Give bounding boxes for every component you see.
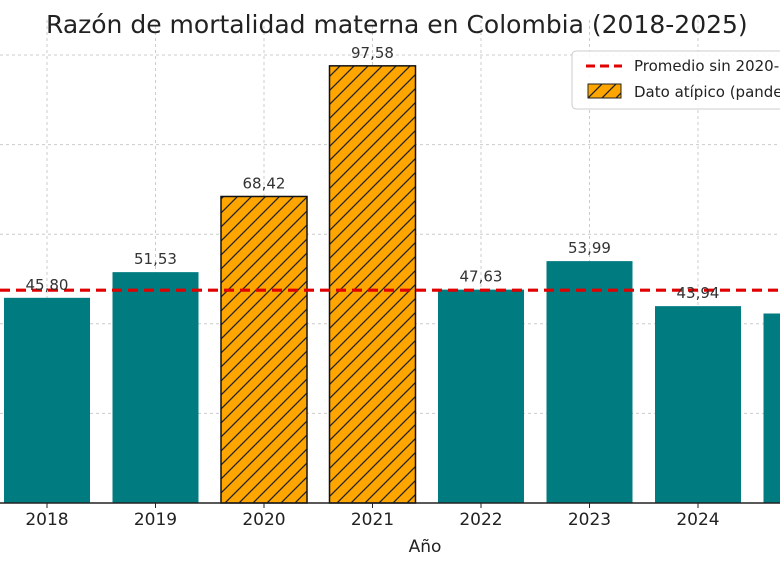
x-tick-2018: 2018 [25, 510, 68, 530]
bar-2021 [328, 65, 417, 504]
x-axis-label: Año [409, 537, 442, 557]
value-label-2024: 43,94 [677, 284, 720, 302]
bar-2024 [655, 306, 741, 503]
bar-2023 [546, 261, 633, 503]
bar-2022 [438, 289, 524, 503]
legend-label-average: Promedio sin 2020-2021 [634, 57, 780, 75]
bars [4, 65, 780, 504]
value-label-2018: 45,80 [26, 276, 69, 294]
x-tick-2021: 2021 [351, 510, 394, 530]
value-labels: 45,80 51,53 68,42 97,58 47,63 53,99 43,94 [26, 44, 720, 302]
x-tick-2022: 2022 [459, 510, 502, 530]
bar-2025 [763, 313, 780, 503]
value-label-2019: 51,53 [134, 250, 177, 268]
legend-label-outlier: Dato atípico (pandemia) [634, 83, 780, 101]
legend-hatched-swatch [587, 83, 622, 99]
value-label-2020: 68,42 [243, 174, 286, 192]
x-tick-2023: 2023 [568, 510, 611, 530]
x-tick-2024: 2024 [676, 510, 719, 530]
x-tick-labels: 20182019202020212022202320242025 [25, 503, 720, 530]
bar-2020 [220, 195, 308, 504]
legend-box [571, 50, 780, 110]
legend: Promedio sin 2020-2021 Dato atípico (pan… [571, 50, 780, 110]
x-tick-2020: 2020 [242, 510, 285, 530]
bar-2018 [4, 297, 90, 503]
x-tick-2019: 2019 [134, 510, 177, 530]
chart-title: Razón de mortalidad materna en Colombia … [46, 10, 748, 39]
value-label-2021: 97,58 [351, 44, 394, 62]
value-label-2023: 53,99 [568, 239, 611, 257]
value-label-2022: 47,63 [460, 268, 503, 286]
bar-2019 [112, 272, 199, 503]
